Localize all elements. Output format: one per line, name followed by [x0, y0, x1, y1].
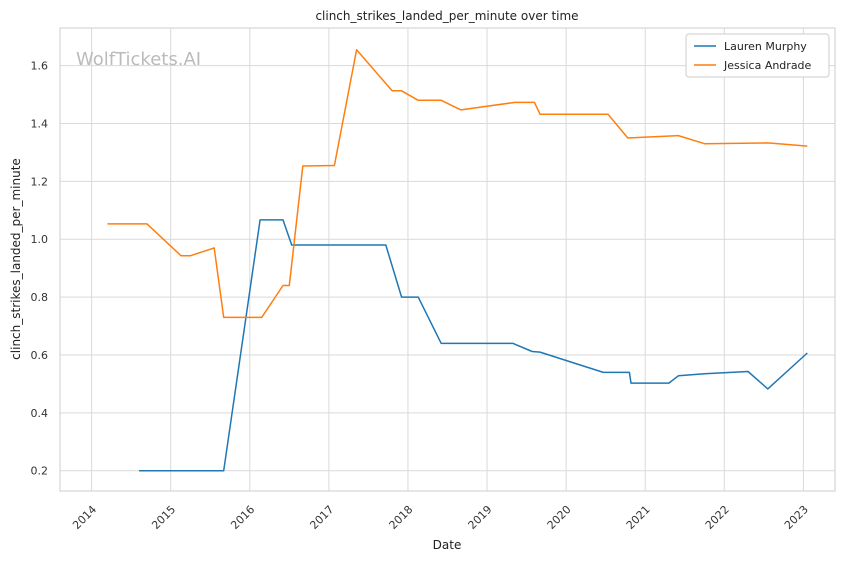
x-tick-label: 2021: [624, 503, 653, 532]
x-axis-ticks: 2014 2015 2016 2017 2018 2019 2020 2021 2022 2023: [70, 503, 811, 532]
legend-label-jessica-andrade: Jessica Andrade: [723, 59, 812, 72]
x-tick-label: 2015: [149, 503, 178, 532]
x-axis-title: Date: [433, 538, 462, 552]
y-axis-title: clinch_strikes_landed_per_minute: [9, 158, 23, 360]
legend-box: [685, 33, 830, 78]
plot-area: [59, 27, 836, 492]
x-tick-label: 2016: [228, 503, 257, 532]
series-line-jessica-andrade: [107, 48, 808, 319]
x-tick-label: 2017: [307, 503, 336, 532]
y-tick-label: 0.8: [31, 291, 49, 304]
y-axis-ticks: 0.2 0.4 0.6 0.8 1.0 1.2 1.4 1.6: [31, 60, 49, 478]
y-tick-label: 1.6: [31, 60, 49, 73]
x-tick-label: 2022: [703, 503, 732, 532]
x-tick-label: 2018: [387, 503, 416, 532]
x-tick-label: 2019: [466, 503, 495, 532]
y-tick-label: 1.2: [31, 175, 49, 188]
legend-label-lauren-murphy: Lauren Murphy: [724, 40, 807, 53]
y-tick-label: 0.4: [31, 407, 49, 420]
y-tick-label: 1.0: [31, 233, 49, 246]
series-line-lauren-murphy: [139, 219, 808, 472]
x-tick-label: 2014: [70, 503, 99, 532]
watermark: WolfTickets.AI: [76, 49, 201, 70]
series-lines: [107, 48, 808, 472]
y-tick-label: 1.4: [31, 117, 49, 130]
chart-title: clinch_strikes_landed_per_minute over ti…: [315, 9, 578, 23]
y-tick-label: 0.2: [31, 465, 49, 478]
y-tick-label: 0.6: [31, 349, 49, 362]
legend: Lauren Murphy Jessica Andrade: [685, 33, 830, 78]
x-tick-label: 2023: [782, 503, 811, 532]
x-tick-label: 2020: [545, 503, 574, 532]
